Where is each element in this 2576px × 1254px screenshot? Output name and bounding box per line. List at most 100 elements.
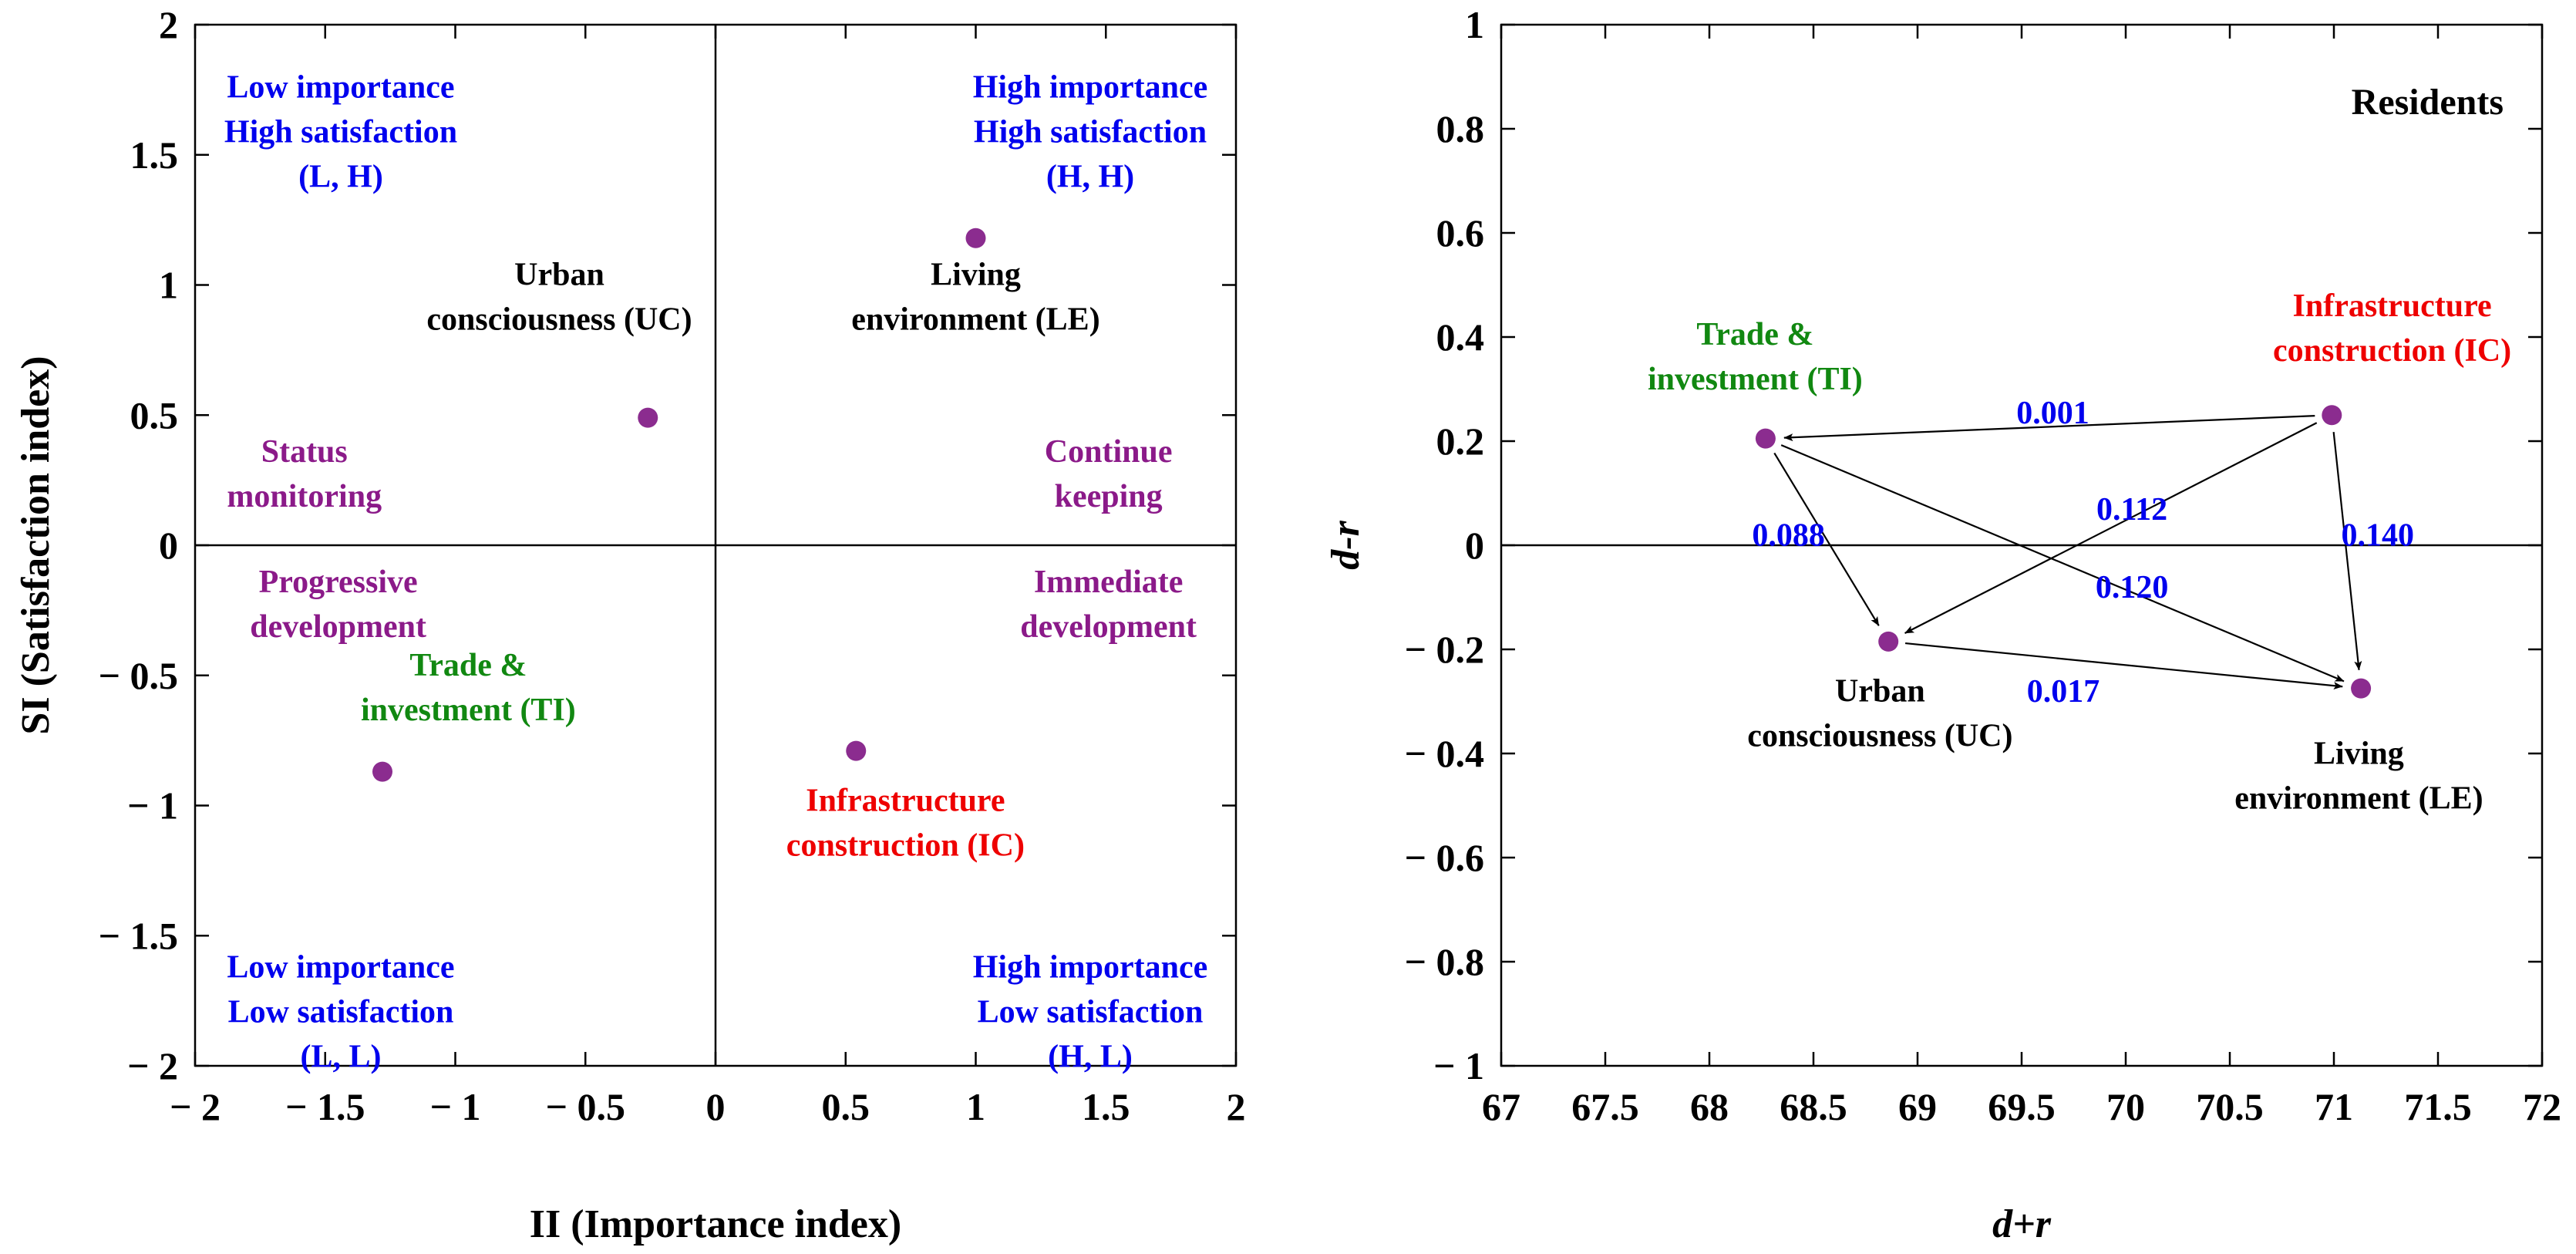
left-point-label-infrastructure-line: construction (IC): [786, 828, 1025, 863]
left-point-label-living-line: environment (LE): [851, 302, 1099, 338]
left-point-label-trade-line: investment (TI): [361, 693, 576, 728]
right-x-tick-label: 69.5: [1988, 1085, 2056, 1128]
right-y-tick-label: 0.6: [1436, 211, 1485, 255]
left-x-tick-label: 1: [966, 1085, 985, 1128]
right-point-label-urban-line: Urban: [1835, 674, 1925, 710]
link-arrow-trade-to-urban: [1773, 452, 1880, 626]
right-x-tick-label: 71: [2315, 1085, 2353, 1128]
quadrant-label-low-low-line: Low satisfaction: [228, 994, 454, 1030]
left-point-label-trade: Trade & investment (TI): [361, 648, 576, 728]
strategy-label-status-monitoring: Status monitoring: [227, 434, 382, 514]
right-x-axis-title: d+r: [1992, 1202, 2052, 1246]
right-point-label-living-line: environment (LE): [2234, 781, 2483, 817]
link-weight-urban-to-living: 0.017: [2027, 674, 2100, 710]
strategy-label-continue-keeping-line: Continue: [1045, 434, 1173, 470]
left-y-tick-label: 1: [159, 264, 178, 307]
right-y-tick-label: 1: [1465, 3, 1484, 46]
quadrant-label-high-low-line: High importance: [973, 949, 1207, 985]
left-point-label-living: Living environment (LE): [851, 258, 1099, 338]
link-weight-infrastructure-to-trade: 0.001: [2016, 396, 2089, 431]
left-y-tick-label: − 1.5: [99, 914, 179, 957]
left-y-tick-label: − 1: [127, 784, 178, 828]
right-point-living: [2351, 678, 2372, 699]
quadrant-label-low-low: Low importance Low satisfaction (L, L): [227, 949, 454, 1074]
strategy-label-progressive-development-line: development: [250, 609, 426, 645]
strategy-label-continue-keeping-line: keeping: [1055, 479, 1163, 514]
left-point-label-trade-line: Trade &: [409, 648, 527, 683]
right-point-label-infrastructure-line: Infrastructure: [2293, 288, 2492, 324]
left-point-label-living-line: Living: [931, 258, 1021, 293]
right-point-label-infrastructure-line: construction (IC): [2273, 333, 2511, 369]
left-point-label-urban-line: Urban: [514, 258, 604, 293]
right-point-urban: [1878, 631, 1899, 652]
right-axes: 67 67.5 68 68.5 69 69.5 70 70.5 71 71.5 72 − 1 − 0.8…: [1405, 3, 2562, 1128]
left-y-tick-label: 0: [159, 524, 178, 567]
right-point-trade: [1755, 428, 1776, 449]
left-x-tick-label: − 2: [170, 1085, 221, 1128]
link-arrow-infrastructure-to-urban: [1904, 422, 2318, 634]
right-point-label-infrastructure: Infrastructure construction (IC): [2273, 288, 2511, 369]
right-point-label-living-line: Living: [2314, 737, 2404, 772]
link-weight-infrastructure-to-living: 0.140: [2341, 518, 2414, 554]
right-y-tick-label: 0: [1465, 524, 1484, 567]
link-weight-infrastructure-to-urban: 0.112: [2096, 492, 2167, 528]
right-x-tick-label: 72: [2523, 1085, 2561, 1128]
left-point-label-urban: Urban consciousness (UC): [426, 258, 692, 338]
right-y-tick-label: 0.4: [1436, 315, 1485, 359]
quadrant-label-low-high: Low importance High satisfaction (L, H): [224, 70, 457, 195]
left-point-urban: [638, 407, 658, 428]
right-y-tick-label: 0.2: [1436, 420, 1485, 463]
strategy-label-progressive-development-line: Progressive: [259, 565, 418, 600]
right-x-tick-label: 68: [1690, 1085, 1729, 1128]
right-y-tick-label: − 0.8: [1405, 940, 1485, 983]
strategy-label-status-monitoring-line: monitoring: [227, 479, 382, 514]
quadrant-label-high-high-line: High importance: [973, 70, 1207, 106]
right-x-tick-label: 69: [1898, 1085, 1937, 1128]
right-x-tick-label: 70: [2106, 1085, 2145, 1128]
strategy-label-status-monitoring-line: Status: [261, 434, 348, 470]
quadrant-label-low-high-line: High satisfaction: [224, 115, 457, 150]
right-point-label-trade: Trade & investment (TI): [1648, 317, 1863, 397]
left-y-axis-title: SI (Satisfaction index): [14, 356, 58, 734]
right-point-label-trade-line: investment (TI): [1648, 362, 1863, 397]
quadrant-label-high-low-line: Low satisfaction: [978, 994, 1204, 1030]
link-arrow-infrastructure-to-living: [2332, 432, 2362, 671]
left-x-tick-label: 1.5: [1082, 1085, 1130, 1128]
left-x-tick-label: 0.5: [822, 1085, 870, 1128]
right-links: 0.001 0.112 0.140 0.088 0.120 0.017: [1752, 396, 2414, 710]
link-weight-trade-to-living: 0.120: [2096, 570, 2169, 605]
link-weight-trade-to-urban: 0.088: [1752, 518, 1825, 554]
left-y-tick-label: 0.5: [130, 393, 179, 437]
strategy-label-immediate-development-line: Immediate: [1034, 565, 1184, 600]
quadrant-label-high-low-line: (H, L): [1048, 1039, 1133, 1074]
quadrant-label-high-high: High importance High satisfaction (H, H): [973, 70, 1207, 195]
right-point-label-urban-line: consciousness (UC): [1747, 719, 2012, 754]
strategy-label-immediate-development: Immediate development: [1020, 565, 1197, 645]
left-x-tick-label: 0: [706, 1085, 726, 1128]
left-x-tick-label: − 0.5: [546, 1085, 626, 1128]
right-x-tick-label: 71.5: [2404, 1085, 2472, 1128]
left-point-label-infrastructure-line: Infrastructure: [806, 783, 1005, 818]
left-y-tick-label: 2: [159, 3, 178, 46]
quadrant-label-low-high-line: Low importance: [227, 70, 454, 106]
strategy-label-immediate-development-line: development: [1020, 609, 1197, 645]
right-points: Trade & investment (TI) Infrastructure cons…: [1648, 288, 2511, 817]
importance-satisfaction-chart: − 2 − 1.5 − 1 − 0.5 0 0.5 1 1.5 2 − 2 − 1.5 − 1 − 0.…: [14, 3, 1246, 1246]
right-y-axis-title: d-r: [1324, 520, 1368, 569]
right-y-tick-label: − 0.6: [1405, 836, 1485, 879]
quadrant-label-low-low-line: (L, L): [301, 1039, 382, 1074]
left-point-trade: [372, 761, 392, 782]
right-y-tick-label: − 1: [1433, 1044, 1484, 1087]
link-arrow-infrastructure-to-trade: [1783, 415, 2315, 442]
right-x-tick-label: 70.5: [2196, 1085, 2264, 1128]
strategy-label-progressive-development: Progressive development: [250, 565, 426, 645]
left-x-axis-title: II (Importance index): [530, 1202, 901, 1246]
link-arrow-trade-to-living: [1780, 444, 2345, 683]
right-point-label-living: Living environment (LE): [2234, 737, 2483, 817]
dematel-chart: Residents 67 67.5 68 68.5 69 69.5 70 70.5 71 71.5…: [1324, 3, 2561, 1246]
left-point-infrastructure: [846, 740, 867, 761]
left-y-tick-label: − 2: [127, 1044, 178, 1087]
left-annotations: Low importance High satisfaction (L, H) Hig…: [224, 70, 1207, 1075]
quadrant-label-high-high-line: High satisfaction: [974, 115, 1207, 150]
